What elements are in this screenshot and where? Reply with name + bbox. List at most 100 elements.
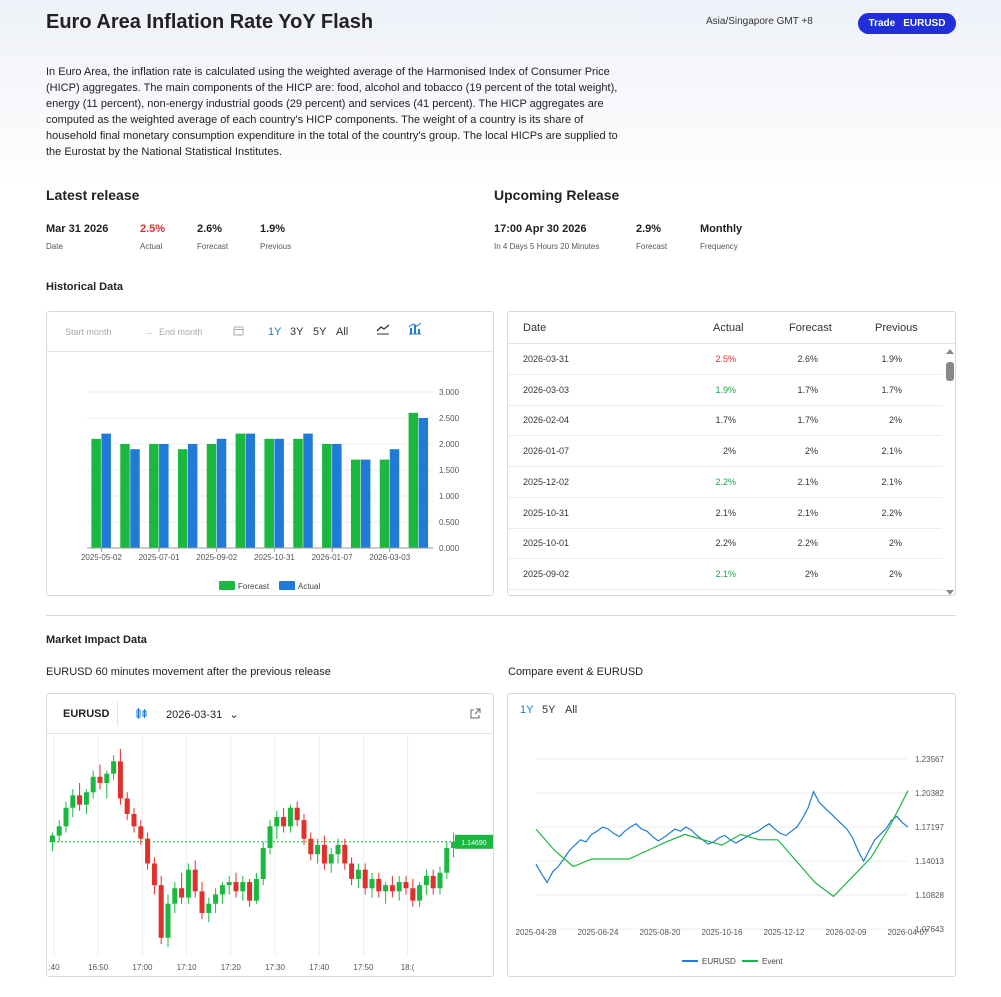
bar-forecast — [322, 444, 332, 548]
range-all-button[interactable]: All — [336, 326, 349, 338]
compare-chart-panel: 1Y 5Y All 1.07643 1.10828 1.14013 1.17197 1.… — [507, 693, 956, 977]
col-header-previous[interactable]: Previous — [875, 322, 918, 334]
cell-forecast: 1.7% — [797, 415, 818, 426]
candle-body — [260, 848, 266, 879]
range-1y-button[interactable]: 1Y — [268, 326, 282, 338]
bar-forecast — [235, 433, 246, 548]
x-tick-label: 2025-06-24 — [578, 928, 619, 937]
table-row: 2026-02-04 1.7% 1.7% 2% — [508, 405, 942, 437]
candle-body — [253, 878, 259, 901]
end-month-input[interactable]: End month — [159, 327, 203, 337]
candle-body — [349, 863, 355, 879]
calendar-icon[interactable] — [233, 325, 244, 338]
x-tick-label: 17:20 — [221, 963, 242, 972]
candle-body — [97, 776, 103, 783]
latest-actual-label: Actual — [140, 242, 163, 251]
bar-forecast — [149, 444, 159, 548]
bar-chart-icon[interactable] — [408, 322, 422, 337]
legend-label: Forecast — [238, 582, 270, 591]
table-scrollbar[interactable] — [945, 348, 955, 595]
trade-button[interactable]: Trade EURUSD — [858, 13, 956, 34]
bar-forecast — [293, 438, 303, 548]
x-tick-label: 2025-08-20 — [640, 928, 681, 937]
x-tick-label: 2025-05-02 — [81, 553, 122, 562]
candle-body — [315, 844, 321, 855]
compare-range-1y-button[interactable]: 1Y — [520, 704, 534, 716]
candle-body — [104, 773, 110, 783]
price-tag — [455, 834, 493, 849]
candle-body — [308, 838, 314, 855]
table-row: 2026-01-07 2% 2% 2.1% — [508, 436, 942, 468]
cell-date: 2026-03-03 — [523, 384, 570, 395]
x-tick-label: 17:50 — [353, 963, 374, 972]
series-line-eurusd — [535, 790, 909, 884]
cell-actual: 2.2% — [715, 476, 736, 487]
col-header-date[interactable]: Date — [523, 322, 547, 334]
candle-body — [335, 844, 341, 855]
market-impact-title: Market Impact Data — [46, 634, 147, 646]
col-header-forecast[interactable]: Forecast — [789, 322, 832, 334]
timezone-label[interactable]: Asia/Singapore GMT +8 — [706, 16, 813, 27]
candle-body — [396, 882, 402, 892]
x-tick-label: 2026-03-03 — [369, 553, 410, 562]
compare-range-5y-button[interactable]: 5Y — [542, 704, 556, 716]
upcoming-forecast-value: 2.9% — [636, 223, 662, 235]
bar-actual — [332, 444, 342, 548]
candle-body — [158, 885, 164, 938]
symbol-label[interactable]: EURUSD — [63, 708, 110, 720]
start-month-input[interactable]: Start month — [65, 327, 112, 337]
x-tick-label: 2025-09-02 — [196, 553, 237, 562]
candle-body — [199, 891, 205, 914]
col-header-actual[interactable]: Actual — [713, 322, 744, 334]
table-row: 2025-12-02 2.2% 2.1% 2.1% — [508, 467, 942, 498]
compare-range-all-button[interactable]: All — [565, 704, 578, 716]
upcoming-frequency-label: Frequency — [700, 242, 738, 251]
candle-body — [301, 820, 307, 839]
candle-body — [213, 894, 219, 904]
candle-body — [63, 807, 69, 827]
chevron-down-icon: ⌄ — [229, 709, 239, 721]
arrow-right-icon: → — [144, 327, 153, 337]
candle-body — [430, 875, 436, 889]
historical-bar-chart: 0.000 0.500 1.000 1.500 2.000 2.500 3.000 2025-… — [81, 388, 460, 591]
candlestick-icon[interactable] — [135, 707, 148, 725]
candle-body — [145, 838, 151, 864]
candle-body — [355, 869, 361, 879]
bar-forecast — [120, 444, 130, 548]
cell-previous: 1.9% — [881, 354, 902, 364]
cell-actual: 2.1% — [715, 568, 736, 579]
y-tick-label: 1.000 — [439, 492, 460, 501]
y-tick-label: 3.000 — [439, 388, 460, 397]
candle-body — [111, 761, 117, 774]
range-5y-button[interactable]: 5Y — [313, 326, 327, 338]
cell-previous: 2% — [888, 568, 902, 579]
candle-body — [294, 807, 300, 821]
table-row: 2026-03-03 1.9% 1.7% 1.7% — [508, 375, 942, 406]
x-tick-label: 2026-01-07 — [312, 553, 353, 562]
candle-body — [192, 869, 198, 892]
cell-forecast: 2.6% — [797, 354, 818, 364]
historical-table-panel: Date Actual Forecast Previous 2026-03-31… — [507, 311, 956, 596]
candle-body — [165, 903, 171, 938]
x-tick-label: :40 — [48, 963, 60, 972]
candle-body — [131, 813, 137, 827]
external-link-icon[interactable] — [469, 707, 481, 725]
candle-body — [172, 888, 178, 904]
cell-forecast: 2.1% — [797, 507, 818, 518]
latest-forecast-label: Forecast — [197, 242, 229, 251]
range-3y-button[interactable]: 3Y — [290, 326, 304, 338]
cell-previous: 2.1% — [881, 476, 902, 487]
candle-body — [342, 844, 348, 864]
upcoming-forecast-label: Forecast — [636, 242, 668, 251]
legend-label: Event — [762, 957, 783, 966]
candle-body — [185, 869, 191, 898]
latest-date-value: Mar 31 2026 — [46, 223, 109, 235]
candle-body — [151, 863, 157, 886]
candle-body — [451, 841, 457, 848]
cell-previous: 2% — [888, 538, 902, 549]
line-chart-icon[interactable] — [376, 323, 390, 337]
table-row: 2025-09-02 2.1% 2% 2% — [508, 559, 942, 590]
release-date-select[interactable]: 2026-03-31 ⌄ — [166, 708, 239, 721]
bar-forecast — [91, 438, 101, 548]
latest-date-label: Date — [46, 242, 63, 251]
